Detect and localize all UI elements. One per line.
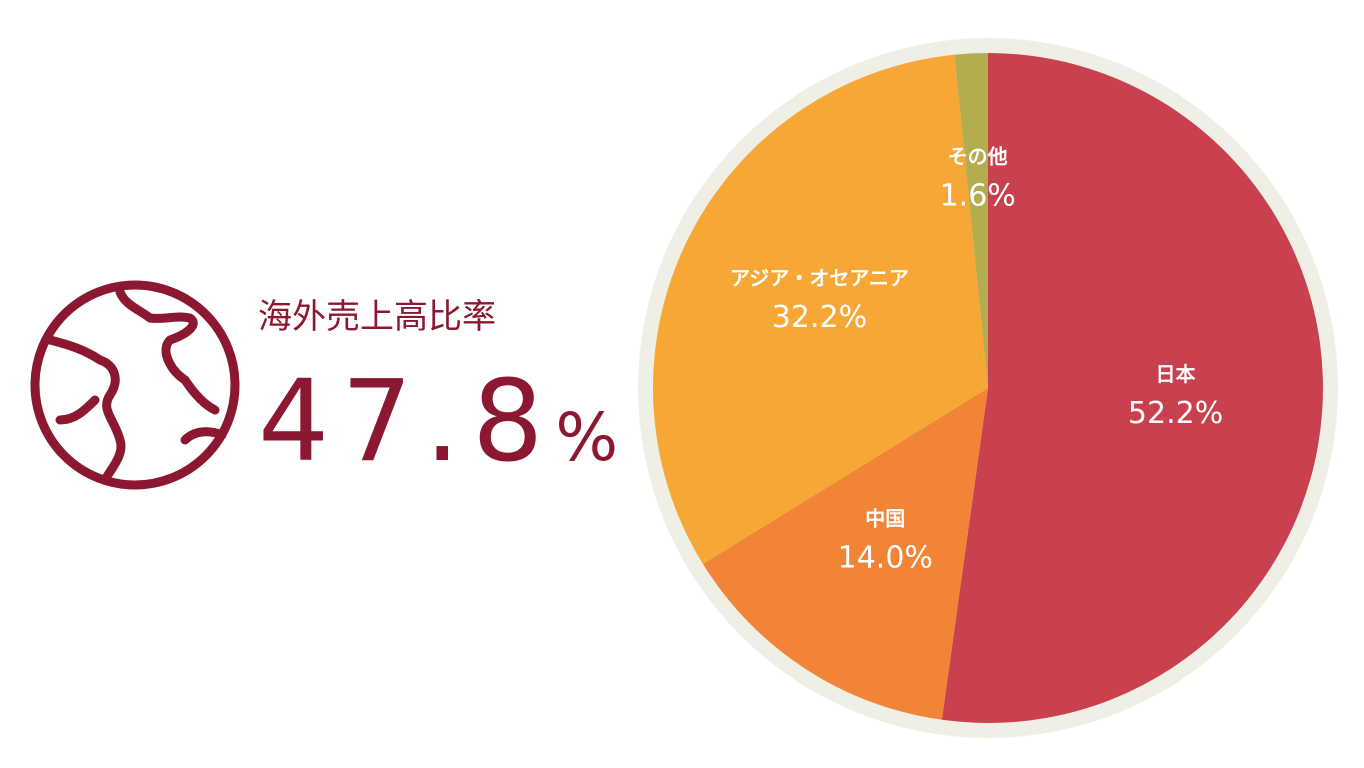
headline-unit: % [555,399,618,476]
pie-slice [702,388,988,720]
slice-value-label: 1.6% [940,178,1016,213]
headline-label: 海外売上高比率 [258,297,496,337]
headline-value: 47.8% [258,357,618,487]
slice-category-label: 中国 [865,506,905,530]
pie-slice [954,53,988,388]
pie-slice [941,53,1323,723]
slice-value-label: 32.2% [772,300,867,335]
slice-category-label: 日本 [1156,362,1196,386]
slice-category-label: その他 [948,144,1008,168]
pie-slice [653,54,988,564]
globe-icon [30,280,240,490]
slice-value-label: 14.0% [838,540,933,575]
slice-value-label: 52.2% [1128,396,1223,431]
headline-number: 47.8 [258,357,555,487]
slice-category-label: アジア・オセアニア [730,266,909,290]
